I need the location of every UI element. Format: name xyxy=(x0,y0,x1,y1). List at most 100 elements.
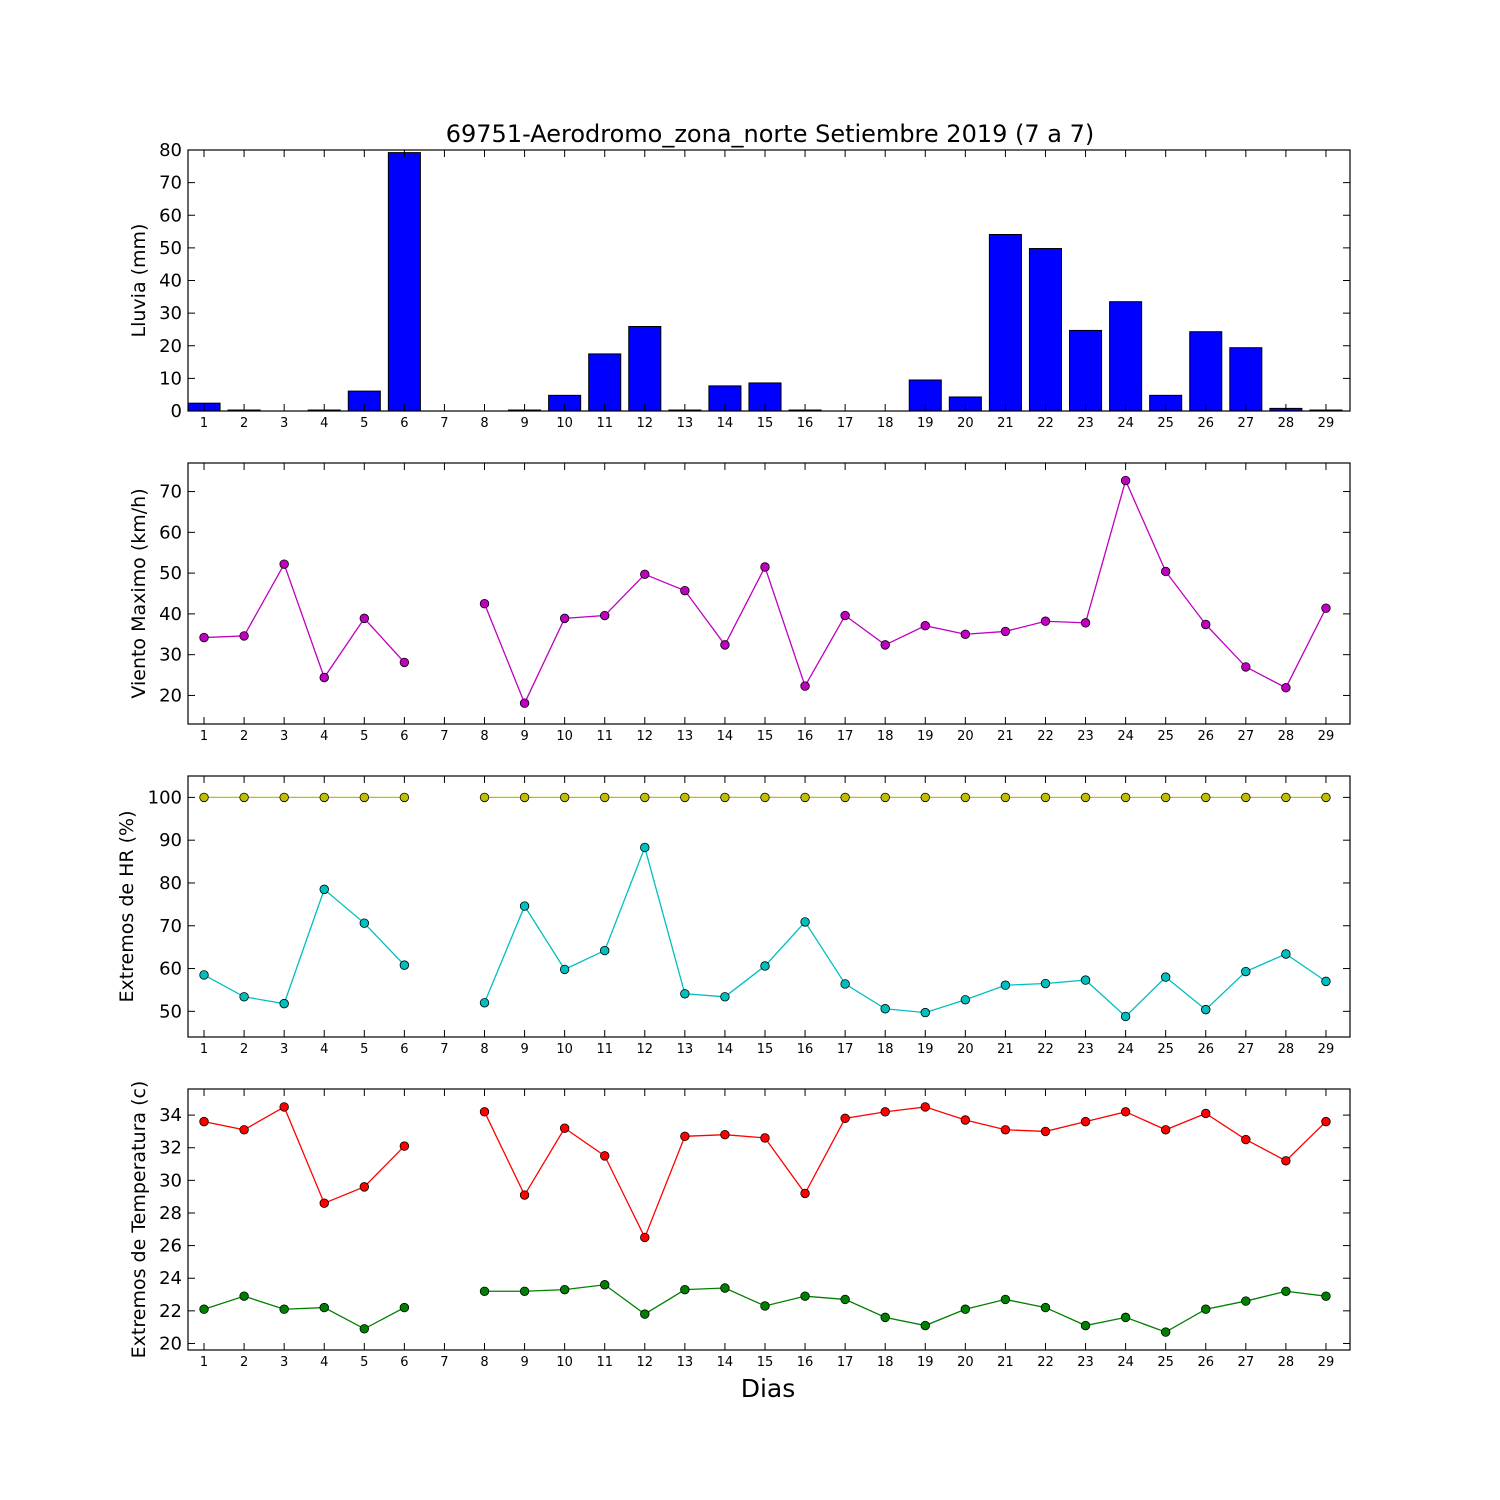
data-point xyxy=(399,1302,410,1313)
x-tick-label: 4 xyxy=(320,1355,328,1370)
data-point xyxy=(1281,792,1291,803)
x-tick-label: 4 xyxy=(320,729,328,744)
data-point xyxy=(760,1301,770,1311)
data-point xyxy=(920,792,930,803)
data-point xyxy=(359,918,370,928)
x-tick-label: 10 xyxy=(556,1355,573,1370)
data-point xyxy=(1040,792,1051,803)
data-point xyxy=(479,998,490,1008)
data-point xyxy=(359,1182,370,1192)
data-point xyxy=(559,792,570,803)
x-tick-label: 24 xyxy=(1117,416,1134,431)
data-point xyxy=(800,917,810,927)
bar xyxy=(387,152,421,412)
bar xyxy=(1109,301,1143,412)
data-point xyxy=(760,961,770,971)
x-tick-label: 10 xyxy=(556,416,573,431)
data-point xyxy=(239,992,249,1002)
data-point xyxy=(1241,1296,1251,1306)
data-point xyxy=(479,1107,490,1117)
y-axis-label: Extremos de HR (%) xyxy=(116,810,138,1002)
x-tick-label: 19 xyxy=(917,1355,934,1370)
plot-frame xyxy=(187,775,1351,1038)
series-line xyxy=(203,845,1327,1018)
x-tick-label: 11 xyxy=(596,416,613,431)
data-point xyxy=(920,1007,930,1018)
bar xyxy=(1069,329,1103,412)
y-axis-label: Lluvia (mm) xyxy=(128,224,150,338)
x-tick-label: 20 xyxy=(957,729,974,744)
y-axis-label: Viento Maximo (km/h) xyxy=(128,488,150,698)
x-tick-label: 7 xyxy=(440,1042,448,1057)
data-point xyxy=(399,792,410,803)
x-tick-label: 8 xyxy=(480,1042,488,1057)
series-line xyxy=(204,478,1327,705)
data-point xyxy=(239,631,249,641)
x-tick-label: 4 xyxy=(320,416,328,431)
data-point xyxy=(720,992,730,1002)
data-point xyxy=(279,559,289,569)
data-point xyxy=(239,1125,249,1135)
data-point xyxy=(519,1286,530,1296)
data-point xyxy=(199,792,209,803)
data-point xyxy=(920,1320,930,1331)
data-point xyxy=(1000,1294,1011,1305)
y-tick-label: 80 xyxy=(159,140,182,161)
x-tick-label: 2 xyxy=(240,416,248,431)
bar xyxy=(628,326,662,412)
y-tick-label: 100 xyxy=(148,787,182,808)
data-point xyxy=(680,1284,690,1295)
y-tick-label: 24 xyxy=(159,1268,182,1289)
data-point xyxy=(840,792,850,803)
data-point xyxy=(1080,1116,1091,1127)
data-point xyxy=(640,792,650,803)
y-tick-label: 70 xyxy=(159,916,182,937)
x-tick-label: 7 xyxy=(440,729,448,744)
x-tick-label: 27 xyxy=(1238,416,1255,431)
x-tick-label: 6 xyxy=(400,729,408,744)
data-point xyxy=(1000,1125,1011,1135)
plot-frame xyxy=(187,462,1351,725)
data-point xyxy=(559,1123,570,1133)
data-point xyxy=(559,964,570,975)
data-point xyxy=(600,1280,610,1290)
x-tick-label: 12 xyxy=(637,729,654,744)
data-point xyxy=(680,1131,690,1142)
x-tick-label: 21 xyxy=(997,1355,1014,1370)
data-point xyxy=(1241,792,1251,803)
x-tick-label: 27 xyxy=(1238,1042,1255,1057)
data-point xyxy=(319,1198,329,1208)
y-tick-label: 10 xyxy=(159,368,182,389)
data-point xyxy=(399,657,410,668)
data-point xyxy=(1000,980,1011,990)
y-tick-label: 30 xyxy=(159,645,182,666)
data-point xyxy=(1120,1011,1131,1022)
data-point xyxy=(359,613,370,624)
y-tick-label: 34 xyxy=(159,1105,182,1126)
x-tick-label: 26 xyxy=(1197,729,1214,744)
bar xyxy=(1189,331,1223,412)
x-tick-label: 26 xyxy=(1197,416,1214,431)
x-tick-label: 25 xyxy=(1157,1042,1174,1057)
data-point xyxy=(880,640,890,650)
x-tick-label: 17 xyxy=(837,729,854,744)
data-point xyxy=(600,1151,610,1161)
x-tick-label: 24 xyxy=(1117,1355,1134,1370)
data-point xyxy=(880,1107,890,1117)
data-point xyxy=(880,1312,890,1323)
x-tick-label: 29 xyxy=(1318,416,1335,431)
data-point xyxy=(1321,976,1331,987)
data-point xyxy=(720,640,730,650)
y-tick-label: 40 xyxy=(159,604,182,625)
data-point xyxy=(279,792,289,803)
x-tick-label: 9 xyxy=(520,729,528,744)
data-point xyxy=(319,792,329,803)
data-point xyxy=(1201,792,1211,803)
data-point xyxy=(239,1291,249,1301)
x-tick-label: 15 xyxy=(757,1355,774,1370)
data-point xyxy=(519,792,530,803)
data-point xyxy=(1160,972,1171,982)
x-tick-label: 20 xyxy=(957,1042,974,1057)
data-point xyxy=(880,1004,890,1014)
x-tick-label: 25 xyxy=(1157,416,1174,431)
